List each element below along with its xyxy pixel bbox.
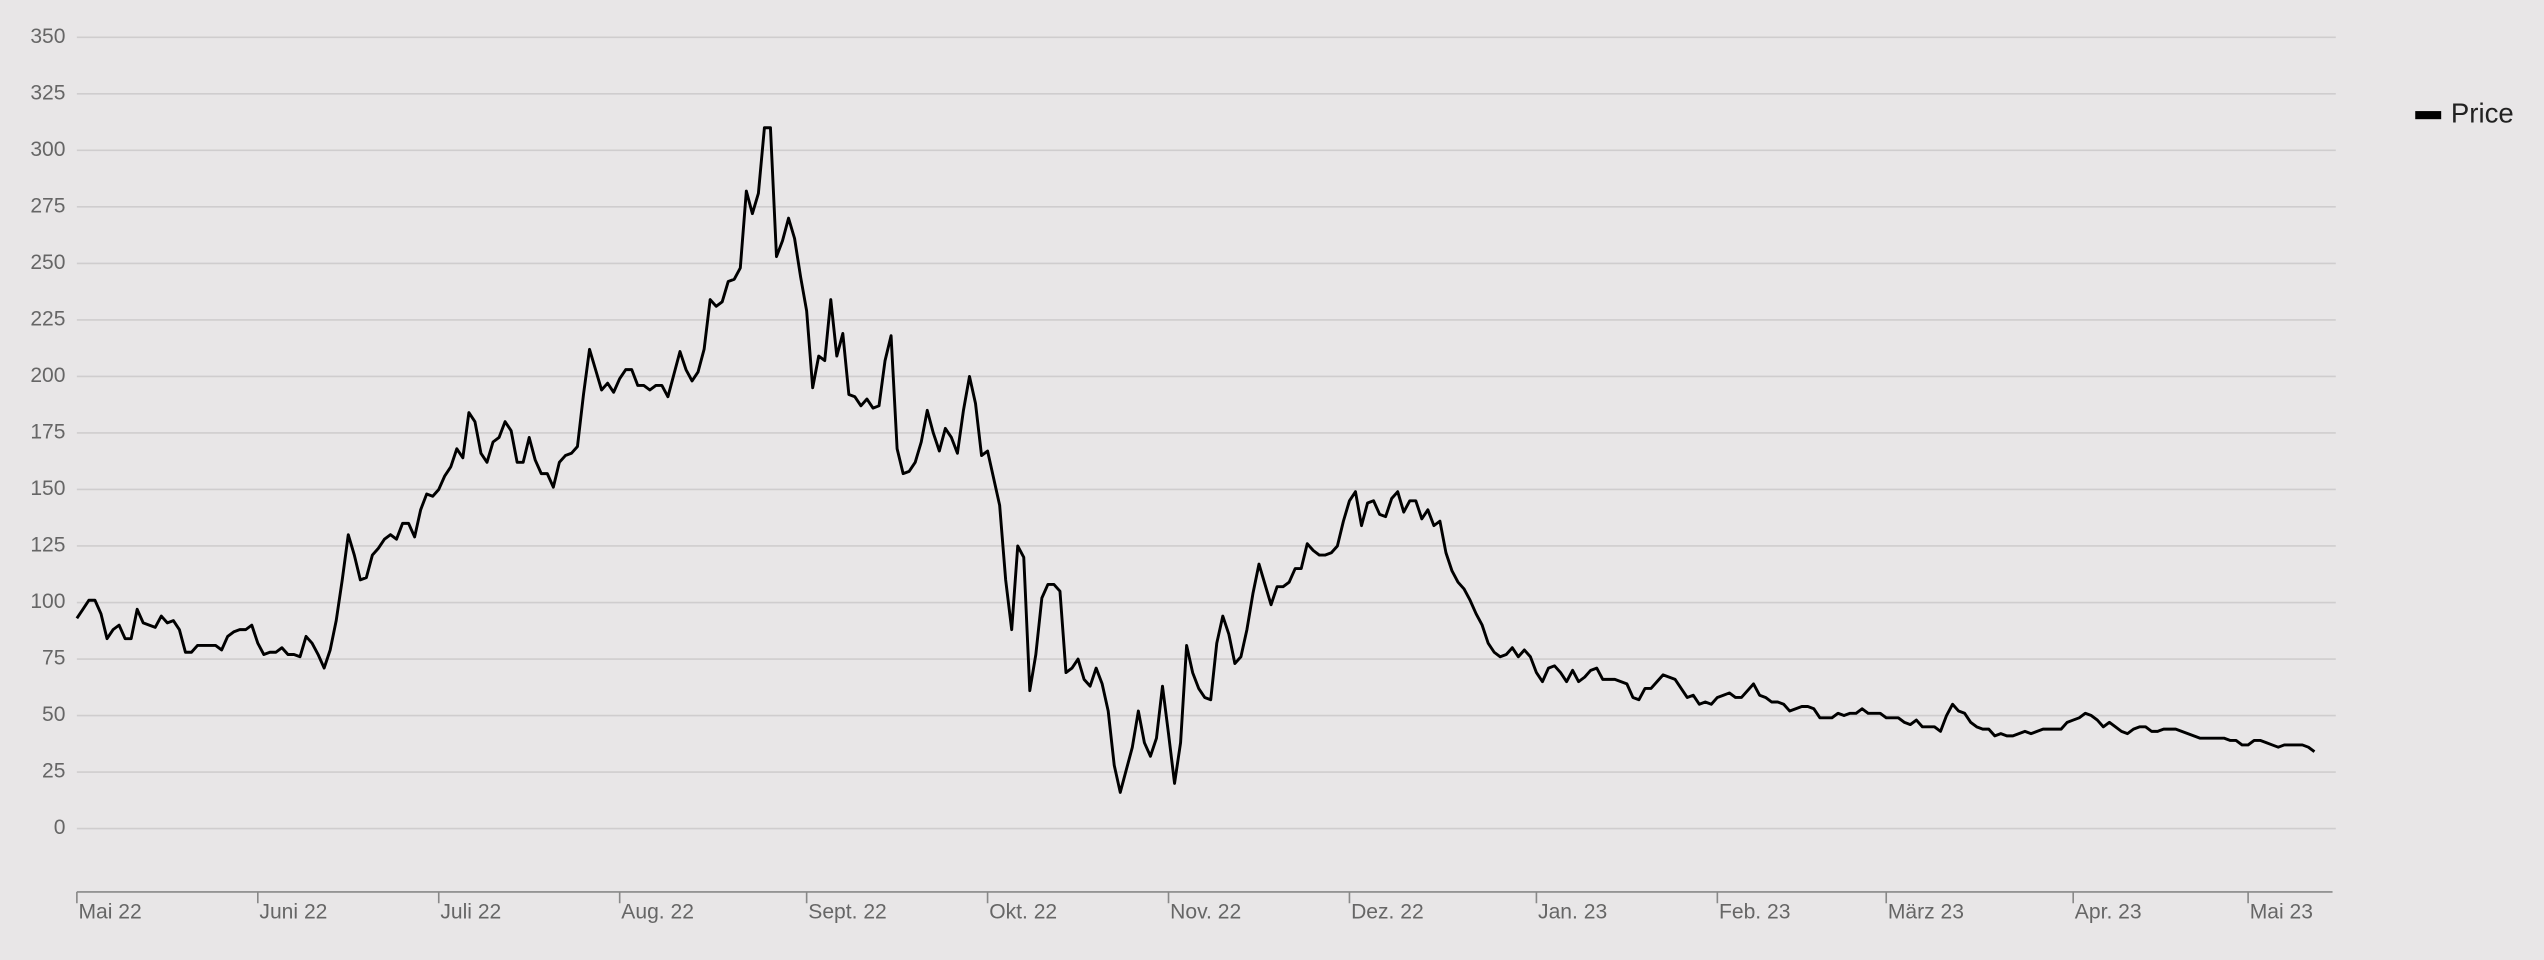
- legend-label: Price: [2451, 97, 2514, 128]
- x-tick-label: Feb. 23: [1719, 901, 1790, 924]
- y-tick-label: 225: [30, 307, 65, 330]
- x-tick-label: Okt. 22: [989, 901, 1057, 924]
- x-tick-label: Dez. 22: [1351, 901, 1424, 924]
- y-tick-label: 50: [42, 703, 65, 726]
- x-tick-label: Apr. 23: [2075, 901, 2142, 924]
- x-tick-label: Aug. 22: [621, 901, 694, 924]
- y-tick-label: 100: [30, 590, 65, 613]
- y-tick-label: 125: [30, 534, 65, 557]
- y-tick-label: 175: [30, 421, 65, 444]
- y-tick-label: 25: [42, 760, 65, 783]
- legend-swatch: [2415, 111, 2442, 120]
- x-tick-label: Jan. 23: [1538, 901, 1607, 924]
- y-tick-label: 350: [30, 25, 65, 48]
- price-line: [75, 126, 2316, 794]
- y-tick-label: 0: [54, 816, 66, 839]
- y-tick-label: 150: [30, 477, 65, 500]
- y-tick-label: 250: [30, 251, 65, 274]
- x-tick-label: Juni 22: [259, 901, 327, 924]
- y-tick-label: 200: [30, 364, 65, 387]
- x-tick-label: Nov. 22: [1170, 901, 1241, 924]
- y-tick-label: 325: [30, 81, 65, 104]
- x-tick-label: März 23: [1888, 901, 1964, 924]
- y-tick-label: 75: [42, 647, 65, 670]
- y-tick-label: 275: [30, 194, 65, 217]
- x-tick-label: Mai 22: [78, 901, 141, 924]
- x-tick-label: Juli 22: [440, 901, 501, 924]
- x-tick-label: Mai 23: [2250, 901, 2313, 924]
- y-tick-label: 300: [30, 138, 65, 161]
- x-tick-label: Sept. 22: [808, 901, 887, 924]
